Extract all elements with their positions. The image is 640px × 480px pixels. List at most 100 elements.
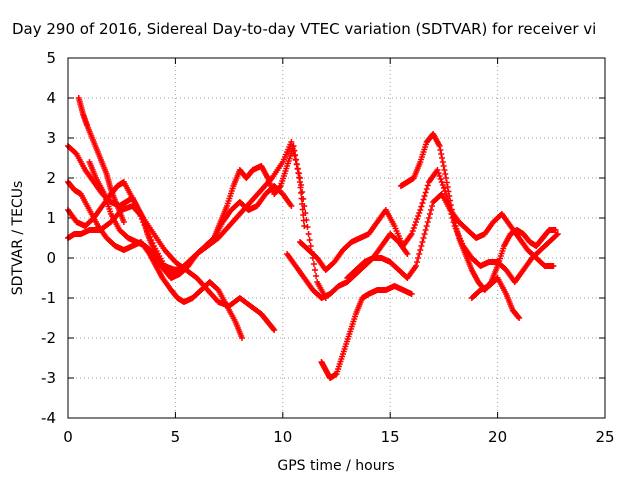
data-point bbox=[426, 211, 433, 217]
data-point bbox=[298, 190, 305, 196]
y-axis-label: SDTVAR / TECUs bbox=[10, 181, 26, 296]
y-tick-label: 4 bbox=[46, 89, 56, 107]
x-tick-label: 10 bbox=[273, 428, 292, 446]
data-point bbox=[310, 261, 317, 267]
data-point bbox=[446, 193, 453, 199]
data-point bbox=[120, 219, 127, 225]
data-point bbox=[516, 315, 523, 321]
y-tick-label: -4 bbox=[41, 409, 56, 427]
data-point bbox=[434, 167, 441, 173]
data-point bbox=[424, 219, 431, 225]
data-point bbox=[412, 263, 419, 269]
data-point bbox=[292, 157, 299, 163]
data-point bbox=[439, 182, 446, 188]
series-track-4 bbox=[65, 203, 278, 333]
data-point bbox=[440, 185, 447, 191]
data-point bbox=[404, 251, 411, 257]
data-point bbox=[428, 207, 435, 213]
ticks: 0 5 10 15 20 25 -4 -3 -2 -1 0 1 2 3 4 5 bbox=[41, 49, 615, 446]
data-point bbox=[307, 243, 314, 249]
data-point bbox=[438, 179, 445, 185]
data-point bbox=[554, 231, 561, 237]
y-tick-label: 2 bbox=[46, 169, 56, 187]
data-points bbox=[65, 95, 561, 381]
data-point bbox=[302, 210, 309, 216]
data-point bbox=[238, 335, 245, 341]
data-point bbox=[439, 155, 446, 161]
data-point bbox=[418, 203, 425, 210]
data-point bbox=[416, 210, 423, 216]
series-track-6 bbox=[86, 159, 295, 277]
x-tick-label: 25 bbox=[595, 428, 614, 446]
data-point bbox=[291, 152, 298, 159]
data-point bbox=[439, 159, 446, 165]
data-point bbox=[437, 147, 444, 153]
y-tick-label: 5 bbox=[46, 49, 56, 67]
data-point bbox=[422, 189, 429, 196]
data-point bbox=[420, 196, 427, 203]
data-point bbox=[453, 226, 460, 232]
data-point bbox=[444, 184, 451, 190]
data-point bbox=[301, 203, 308, 209]
data-point bbox=[424, 182, 431, 189]
data-point bbox=[553, 232, 560, 238]
y-tick-label: -2 bbox=[41, 329, 56, 347]
x-tick-label: 5 bbox=[171, 428, 181, 446]
data-point bbox=[425, 215, 432, 221]
data-point bbox=[416, 251, 423, 257]
y-tick-label: 1 bbox=[46, 209, 56, 227]
data-point bbox=[414, 259, 421, 265]
data-point bbox=[441, 167, 448, 173]
data-point bbox=[421, 231, 428, 237]
data-point bbox=[288, 139, 295, 145]
data-point bbox=[298, 182, 305, 188]
data-point bbox=[305, 231, 312, 237]
data-point bbox=[296, 175, 303, 181]
data-point bbox=[552, 227, 559, 233]
data-point bbox=[410, 225, 417, 231]
data-point bbox=[417, 247, 424, 253]
data-point bbox=[437, 176, 444, 182]
data-point bbox=[443, 175, 450, 181]
data-point bbox=[294, 166, 301, 172]
data-point bbox=[423, 223, 430, 229]
data-point bbox=[293, 161, 300, 168]
data-point bbox=[418, 243, 425, 249]
y-tick-label: 0 bbox=[46, 249, 56, 267]
data-point bbox=[304, 224, 311, 230]
data-point bbox=[438, 151, 445, 157]
data-point bbox=[423, 186, 430, 192]
data-point bbox=[515, 314, 522, 320]
data-point bbox=[412, 219, 419, 225]
data-point bbox=[409, 228, 416, 234]
data-point bbox=[301, 223, 308, 229]
x-axis-label: GPS time / hours bbox=[277, 458, 394, 474]
grid bbox=[68, 58, 605, 418]
data-point bbox=[414, 216, 421, 222]
data-point bbox=[417, 207, 424, 213]
data-point bbox=[299, 189, 306, 195]
data-point bbox=[303, 217, 310, 223]
data-point bbox=[445, 188, 452, 195]
data-point bbox=[419, 200, 426, 206]
data-point bbox=[415, 255, 422, 261]
data-point bbox=[452, 223, 459, 229]
data-point bbox=[550, 263, 557, 269]
series-track-12 bbox=[468, 275, 523, 321]
plot-frame bbox=[67, 57, 606, 419]
data-point bbox=[306, 237, 313, 243]
data-point bbox=[429, 203, 436, 209]
data-point bbox=[454, 229, 461, 235]
data-point bbox=[436, 173, 443, 179]
x-tick-label: 15 bbox=[381, 428, 400, 446]
data-point bbox=[289, 143, 296, 150]
series-track-5 bbox=[75, 95, 127, 225]
data-point bbox=[270, 326, 277, 332]
x-tick-label: 20 bbox=[488, 428, 507, 446]
data-point bbox=[421, 193, 428, 199]
data-point bbox=[442, 171, 449, 177]
data-point bbox=[312, 267, 319, 273]
data-point bbox=[447, 197, 454, 204]
y-tick-label: -1 bbox=[41, 289, 56, 307]
